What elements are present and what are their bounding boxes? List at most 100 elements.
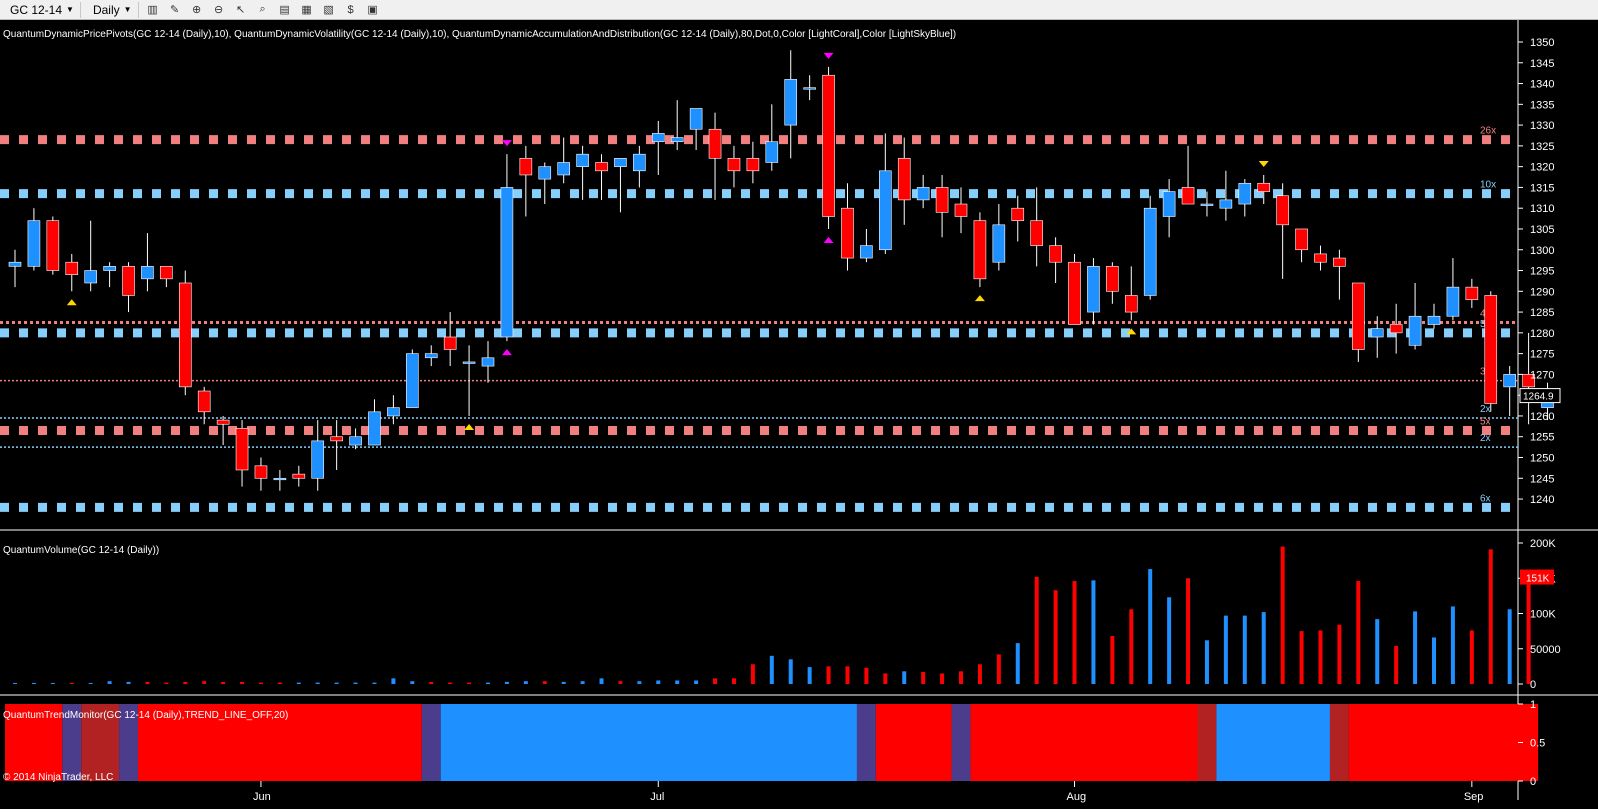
- level-count-label: 2x: [1480, 433, 1491, 444]
- volume-bar: [410, 681, 415, 684]
- candle-body: [1408, 315, 1422, 346]
- candle-body: [273, 477, 287, 481]
- y-tick-label: 1345: [1530, 58, 1554, 70]
- candle-body: [160, 266, 173, 280]
- volume-bar: [788, 659, 793, 684]
- pencil-icon[interactable]: ✎: [169, 4, 180, 16]
- candle-body: [954, 203, 968, 217]
- volume-bar: [1337, 624, 1342, 684]
- candle-body: [387, 407, 400, 417]
- y-tick-label: 1320: [1530, 162, 1554, 174]
- zoom-in-icon[interactable]: ⊕: [191, 4, 202, 16]
- pivot-marker: [501, 349, 512, 356]
- volume-bar: [372, 682, 377, 684]
- y-tick-label: 1: [1530, 699, 1536, 711]
- volume-bar: [202, 681, 207, 684]
- candle-body: [935, 187, 949, 213]
- candle-body: [916, 187, 930, 201]
- candle-body: [897, 158, 911, 201]
- y-tick-label: 1295: [1530, 266, 1554, 278]
- strategy-icon[interactable]: ▦: [301, 4, 312, 16]
- candle-body: [1389, 324, 1403, 334]
- candle-body: [651, 133, 665, 143]
- last-price-label: 1264.9: [1523, 392, 1554, 403]
- y-tick-label: 50000: [1530, 644, 1561, 656]
- pivot-marker: [1126, 328, 1137, 335]
- chart-toolbar: GC 12-14 ▼ Daily ▼ ▥ ✎ ⊕ ⊖ ↖ ⌕ ▤ ▦ ▧ $ ▣: [0, 0, 1598, 20]
- copyright-label: © 2014 NinjaTrader, LLC: [3, 772, 113, 783]
- volume-bar: [1469, 630, 1474, 684]
- candle-body: [1011, 207, 1025, 221]
- volume-bar: [126, 681, 131, 684]
- volume-bar: [864, 667, 869, 684]
- volume-bar: [1488, 549, 1493, 684]
- timeframe-selector[interactable]: Daily ▼: [87, 1, 139, 18]
- magnifier-icon[interactable]: ⌕: [259, 3, 266, 15]
- dollar-icon[interactable]: $: [347, 3, 354, 16]
- candle-body: [292, 473, 306, 479]
- volume-bar: [1242, 615, 1247, 684]
- candle-body: [1314, 253, 1327, 263]
- volume-bar: [258, 682, 263, 684]
- bar-chart-icon[interactable]: ▥: [147, 4, 158, 16]
- volume-bar: [1280, 546, 1285, 684]
- candle-body: [103, 266, 116, 271]
- level-count-label: 26x: [1480, 126, 1496, 137]
- candle-body: [65, 261, 79, 275]
- candle-body: [1333, 257, 1346, 267]
- candle-body: [1257, 182, 1271, 192]
- x-tick-label: Aug: [1067, 791, 1087, 803]
- candle-body: [992, 224, 1006, 263]
- candle-body: [557, 162, 570, 176]
- volume-bar: [1261, 612, 1266, 684]
- chart-style-icon[interactable]: ▧: [323, 4, 334, 16]
- volume-indicator-title: QuantumVolume(GC 12-14 (Daily)): [3, 545, 159, 556]
- volume-bar: [277, 682, 282, 684]
- chart-svg[interactable]: 26x10x4x5x3x2x5x2x6x12401245125012551260…: [0, 20, 1598, 809]
- candle-body: [708, 128, 722, 159]
- volume-bar: [1167, 597, 1172, 684]
- y-tick-label: 1285: [1530, 307, 1554, 319]
- level-count-label: 2x: [1480, 404, 1491, 415]
- x-tick-label: Sep: [1464, 791, 1484, 803]
- volume-bar: [580, 681, 585, 684]
- y-tick-label: 1290: [1530, 286, 1554, 298]
- candle-body: [595, 162, 608, 172]
- volume-bar: [750, 664, 755, 684]
- data-box-icon[interactable]: ▤: [279, 4, 290, 16]
- instrument-selector[interactable]: GC 12-14 ▼: [4, 1, 81, 18]
- volume-bar: [391, 678, 396, 684]
- volume-bar: [31, 682, 36, 684]
- cursor-icon[interactable]: ↖: [235, 4, 246, 16]
- volume-bar: [845, 666, 850, 684]
- trend-indicator-title: QuantumTrendMonitor(GC 12-14 (Daily),TRE…: [3, 710, 288, 721]
- y-tick-label: 0.5: [1530, 738, 1545, 750]
- price-indicator-title: QuantumDynamicPricePivots(GC 12-14 (Dail…: [3, 29, 956, 40]
- candle-body: [973, 220, 987, 280]
- candle-body: [27, 220, 41, 267]
- volume-bar: [1394, 645, 1399, 684]
- volume-bar: [429, 681, 434, 684]
- x-tick-label: Jul: [650, 791, 664, 803]
- last-volume-box: [1520, 569, 1554, 585]
- chevron-down-icon: ▼: [123, 5, 132, 14]
- y-tick-label: 1240: [1530, 494, 1554, 506]
- candle-body: [1427, 315, 1441, 325]
- candle-body: [841, 207, 854, 259]
- y-tick-label: 100K: [1530, 609, 1556, 621]
- properties-icon[interactable]: ▣: [367, 4, 378, 16]
- y-tick-label: 1350: [1530, 37, 1554, 49]
- candle-body: [765, 141, 779, 163]
- trend-segment: [1329, 704, 1349, 781]
- volume-bar: [1299, 631, 1304, 684]
- volume-bar: [713, 678, 718, 684]
- last-volume-label: 151K: [1526, 574, 1550, 585]
- candle-body: [1522, 374, 1535, 388]
- zoom-out-icon[interactable]: ⊖: [213, 4, 224, 16]
- candle-body: [216, 419, 230, 425]
- trend-segment: [62, 704, 82, 781]
- pivot-marker: [1258, 160, 1269, 167]
- trend-segment: [1197, 704, 1217, 781]
- volume-bar: [902, 671, 907, 684]
- trend-segment: [970, 704, 1198, 781]
